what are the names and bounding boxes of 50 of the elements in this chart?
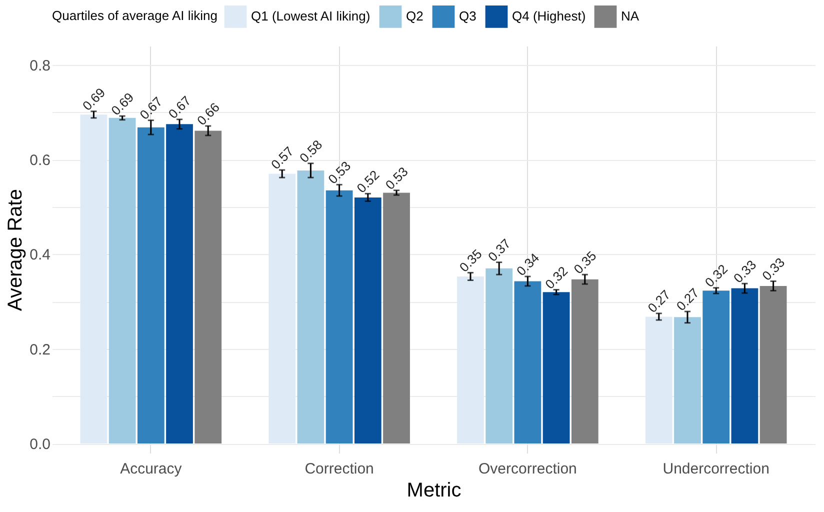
bar [457, 276, 484, 444]
legend-label: Q3 [459, 8, 476, 24]
bar [731, 288, 758, 444]
legend-label: Q2 [406, 8, 424, 24]
bar [108, 118, 136, 444]
x-axis-title: Metric [406, 480, 462, 502]
legend-title: Quartiles of average AI liking [52, 8, 218, 23]
bar [760, 286, 787, 444]
data-label: 0.69 [80, 84, 108, 114]
bar [194, 130, 222, 444]
bar [571, 279, 598, 444]
legend-label: NA [621, 8, 640, 24]
x-tick-label: Overcorrection [478, 460, 577, 478]
y-axis-title: Average Rate [4, 189, 27, 311]
bar [166, 124, 193, 444]
bar [297, 170, 324, 444]
y-tick-label: 0.8 [30, 57, 50, 74]
bar [514, 281, 542, 444]
y-tick-label: 0.6 [30, 152, 50, 170]
data-label: 0.66 [194, 100, 222, 128]
legend-label: Q1 (Lowest AI liking) [251, 8, 370, 24]
data-label: 0.52 [354, 167, 382, 196]
y-tick-label: 0.2 [30, 341, 50, 358]
x-tick-label: Undercorrection [662, 460, 770, 478]
x-tick-label: Accuracy [120, 460, 182, 478]
data-label: 0.34 [514, 250, 542, 279]
bar [486, 268, 513, 444]
data-label: 0.35 [570, 248, 600, 277]
bar [383, 192, 410, 444]
bar [702, 290, 730, 444]
y-tick-label: 0.4 [30, 246, 50, 264]
bar [80, 114, 108, 444]
legend-label: Q4 (Highest) [512, 8, 586, 24]
data-label: 0.53 [382, 164, 411, 192]
bar [674, 317, 701, 444]
data-label: 0.33 [759, 254, 788, 284]
bar [326, 190, 353, 444]
data-label: 0.69 [108, 90, 137, 118]
data-label: 0.32 [542, 263, 571, 292]
bar [645, 316, 672, 444]
y-tick-label: 0.0 [30, 436, 50, 454]
bar [137, 127, 164, 444]
data-label: 0.53 [325, 158, 354, 187]
bar [268, 174, 296, 444]
data-label: 0.58 [296, 136, 326, 166]
data-label: 0.32 [702, 261, 730, 290]
data-label: 0.33 [730, 257, 760, 286]
bar [354, 197, 382, 444]
bar [542, 292, 570, 444]
x-tick-label: Correction [304, 460, 374, 478]
